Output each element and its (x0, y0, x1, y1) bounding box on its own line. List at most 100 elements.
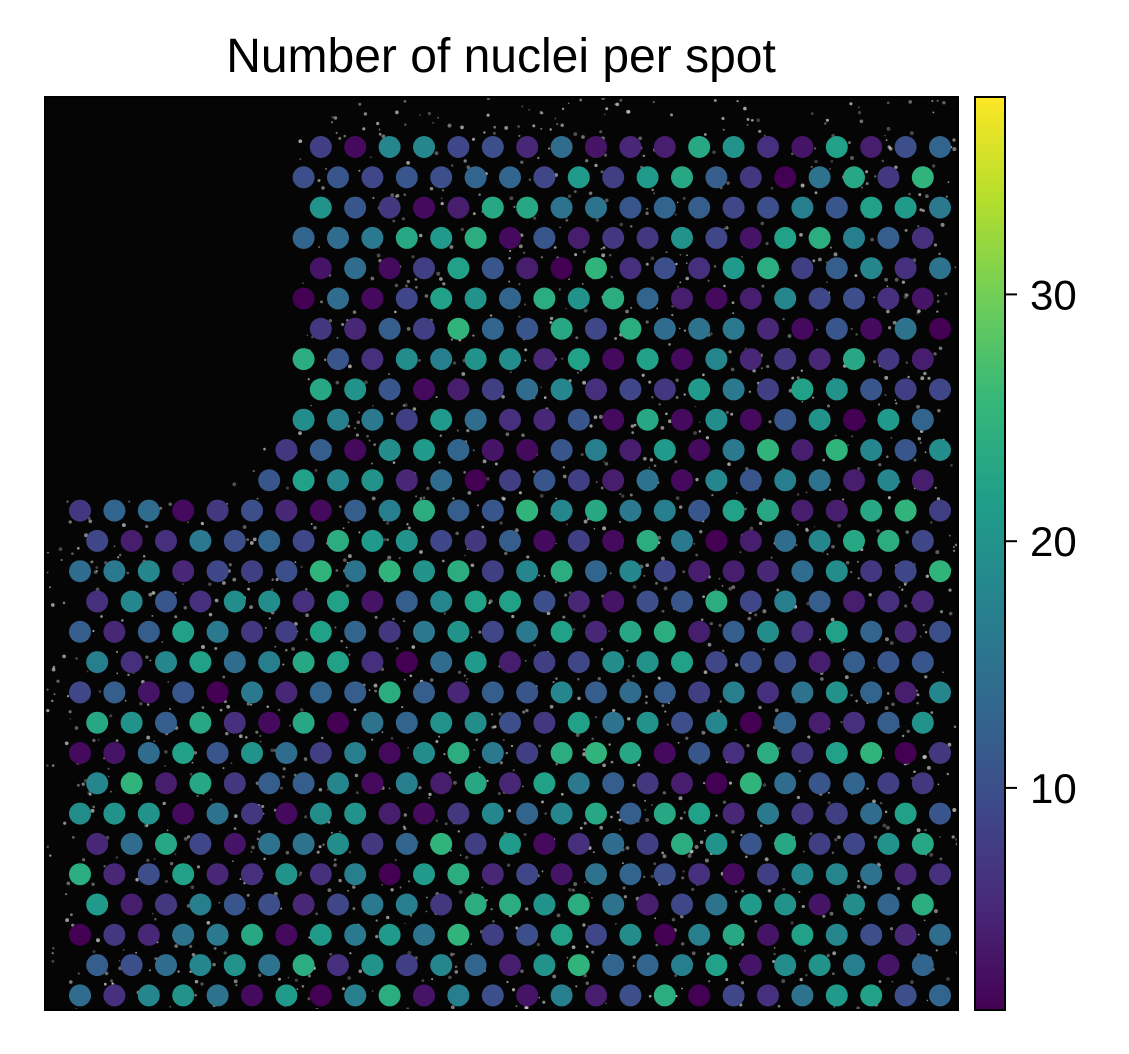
spot (120, 590, 143, 613)
spot (705, 529, 728, 552)
tissue-speck (712, 150, 716, 155)
tissue-speck (47, 551, 49, 554)
tissue-speck (626, 109, 631, 114)
spot (791, 620, 814, 643)
spot (550, 499, 573, 522)
spot (361, 772, 384, 795)
spot (705, 893, 728, 916)
tissue-speck (654, 917, 657, 920)
spot (499, 287, 521, 310)
tissue-speck (294, 561, 297, 564)
spot (911, 954, 934, 977)
spot (430, 226, 453, 249)
spot (258, 893, 281, 916)
tissue-speck (714, 588, 717, 591)
tissue-speck (694, 845, 699, 849)
tissue-speck (731, 829, 735, 834)
tissue-speck (777, 746, 781, 750)
tissue-speck (674, 213, 677, 216)
tissue-speck (512, 769, 515, 772)
tissue-speck (371, 462, 374, 465)
tissue-speck (520, 160, 524, 164)
spot (877, 954, 900, 977)
tissue-speck (522, 251, 526, 254)
spot (911, 832, 934, 855)
tissue-speck (523, 303, 527, 306)
tissue-speck (259, 734, 262, 738)
tissue-speck (722, 800, 727, 804)
spot (602, 226, 625, 249)
tissue-speck (507, 863, 511, 867)
tissue-speck (889, 641, 894, 645)
tissue-speck (398, 557, 401, 560)
spot (791, 560, 814, 583)
spot (774, 408, 797, 431)
tissue-speck (629, 225, 633, 228)
spot (739, 832, 762, 855)
tissue-speck (925, 194, 929, 199)
tissue-speck (471, 137, 476, 141)
tissue-speck (711, 493, 714, 497)
spot (550, 378, 573, 401)
spot (757, 439, 779, 461)
tissue-speck (128, 500, 131, 503)
tissue-speck (428, 792, 432, 797)
tissue-speck (906, 729, 910, 733)
tissue-speck (289, 724, 291, 727)
tissue-speck (905, 293, 909, 297)
tissue-speck (232, 482, 237, 487)
spot (585, 499, 607, 522)
spot (395, 226, 418, 249)
spot (241, 620, 263, 643)
spot (567, 772, 590, 795)
spot (688, 378, 711, 401)
tissue-speck (84, 533, 88, 538)
tissue-speck (951, 835, 955, 839)
tissue-speck (208, 582, 212, 587)
tissue-speck (904, 583, 907, 586)
spot (653, 257, 676, 280)
tissue-speck (641, 373, 645, 377)
tissue-speck (113, 545, 116, 548)
tissue-speck (250, 703, 253, 706)
spot (567, 590, 590, 613)
tissue-speck (256, 837, 260, 841)
tissue-speck (851, 435, 854, 438)
spot (619, 802, 642, 825)
tissue-speck (566, 956, 569, 959)
tissue-speck (579, 826, 583, 830)
tissue-speck (471, 891, 474, 895)
spot (395, 287, 418, 310)
spot (533, 529, 556, 552)
spot (241, 560, 263, 583)
tissue-speck (381, 731, 384, 733)
tissue-speck (354, 773, 359, 778)
tissue-speck (454, 970, 459, 974)
tissue-speck (683, 811, 686, 814)
tissue-speck (538, 996, 541, 999)
spot (739, 590, 762, 613)
tissue-speck (707, 642, 712, 647)
tissue-speck (701, 730, 706, 735)
spot (481, 439, 504, 461)
spot (567, 226, 590, 249)
tissue-speck (544, 396, 547, 399)
tissue-speck (849, 102, 853, 106)
tissue-speck (790, 921, 794, 925)
tissue-speck (631, 431, 635, 434)
tissue-speck (249, 605, 254, 610)
tissue-speck (538, 744, 542, 748)
tissue-speck (905, 530, 909, 534)
tissue-speck (818, 638, 821, 641)
tissue-speck (594, 163, 598, 168)
spot (739, 348, 762, 371)
spot (860, 742, 883, 764)
tissue-speck (71, 552, 74, 555)
tissue-speck (901, 588, 904, 591)
tissue-speck (298, 139, 303, 144)
tissue-speck (303, 815, 308, 819)
spot (464, 711, 487, 734)
spot (275, 984, 298, 1007)
tissue-speck (169, 708, 172, 710)
tissue-speck (922, 755, 927, 760)
